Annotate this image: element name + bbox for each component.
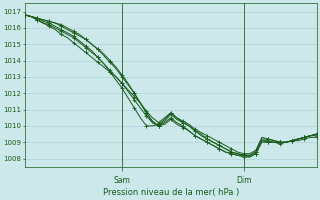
X-axis label: Pression niveau de la mer( hPa ): Pression niveau de la mer( hPa ): [103, 188, 239, 197]
